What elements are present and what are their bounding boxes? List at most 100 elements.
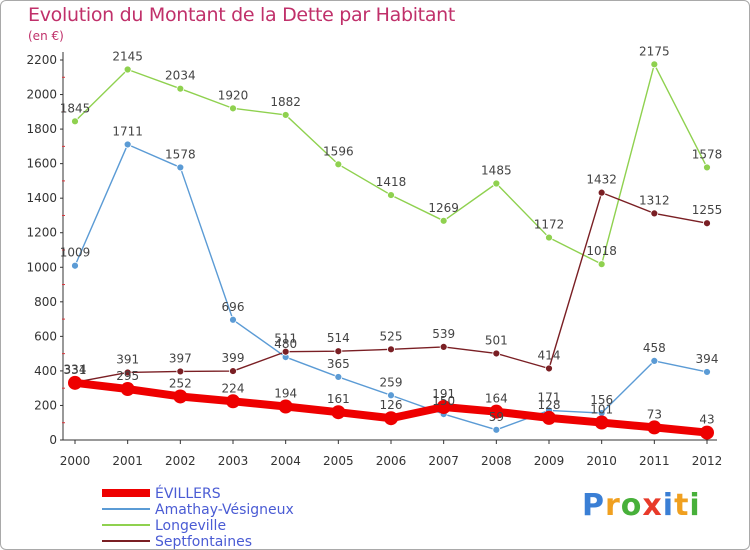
data-point <box>439 342 448 351</box>
data-label: 171 <box>538 390 561 404</box>
data-point <box>703 368 711 376</box>
data-point <box>545 233 553 242</box>
data-label: 1009 <box>60 246 91 260</box>
logo-letter: i <box>689 488 701 523</box>
y-tick-label: 600 <box>34 329 57 343</box>
data-point <box>120 382 135 397</box>
data-label: 1578 <box>165 147 196 161</box>
data-label: 501 <box>485 333 508 347</box>
data-label: 128 <box>538 398 561 412</box>
data-point <box>492 179 501 188</box>
data-point <box>334 347 343 356</box>
data-label: 1018 <box>586 244 617 258</box>
data-label: 1269 <box>428 201 459 215</box>
data-label: 259 <box>380 375 403 389</box>
data-label: 399 <box>222 351 245 365</box>
y-tick-label: 1800 <box>26 122 57 136</box>
data-label: 1578 <box>692 147 723 161</box>
data-label: 101 <box>590 403 613 417</box>
logo-letter: i <box>662 488 675 523</box>
y-tick-label: 800 <box>34 295 57 309</box>
data-label: 126 <box>380 398 403 412</box>
x-tick-label: 2009 <box>534 454 565 468</box>
data-point <box>542 410 556 425</box>
data-point <box>71 117 79 126</box>
data-point <box>384 411 398 426</box>
data-point <box>703 163 711 172</box>
data-label: 2175 <box>639 44 670 58</box>
logo-letter: r <box>605 488 621 523</box>
data-label: 194 <box>274 386 297 400</box>
data-label: 1418 <box>376 175 407 189</box>
y-tick-label: 1400 <box>26 191 57 205</box>
data-point <box>123 140 132 149</box>
data-point <box>176 163 185 172</box>
data-point <box>545 364 553 373</box>
x-tick-label: 2003 <box>218 454 249 468</box>
data-point <box>703 219 711 228</box>
data-point <box>597 188 606 197</box>
data-label: 295 <box>116 369 139 383</box>
data-label: 1432 <box>586 173 617 187</box>
data-label: 1882 <box>270 95 301 109</box>
data-point <box>229 367 237 375</box>
data-point <box>439 216 448 225</box>
legend-label: Longeville <box>155 518 226 534</box>
data-point <box>387 191 395 199</box>
data-label: 73 <box>647 407 662 421</box>
data-label: 1172 <box>534 218 565 232</box>
data-label: 43 <box>699 413 714 427</box>
data-point <box>281 347 290 356</box>
y-tick-label: 0 <box>49 433 57 447</box>
legend-label: Septfontaines <box>155 534 252 550</box>
y-tick-label: 1200 <box>26 226 57 240</box>
data-labels: 1009 1711 1578 696 480 365 259 150 59 171 156 458 39… <box>60 44 723 426</box>
data-label: 331 <box>64 363 87 377</box>
x-tick-label: 2012 <box>692 454 723 468</box>
data-point <box>229 315 237 324</box>
data-label: 394 <box>696 352 719 366</box>
data-point <box>650 356 659 365</box>
legend: ÉVILLERSAmathay-VésigneuxLongevilleSeptf… <box>102 485 294 550</box>
data-label: 539 <box>432 327 455 341</box>
y-tick-label: 200 <box>34 398 57 412</box>
data-label: 2034 <box>165 69 196 83</box>
x-tick-label: 2006 <box>376 454 407 468</box>
x-tick-label: 2001 <box>112 454 143 468</box>
data-point <box>492 425 501 434</box>
data-point <box>387 345 395 354</box>
data-point <box>489 404 504 419</box>
data-label: 161 <box>327 392 350 406</box>
data-point <box>71 261 79 270</box>
x-tick-label: 2004 <box>270 454 301 468</box>
data-point <box>173 389 188 404</box>
logo-letter: o <box>620 488 643 523</box>
data-label: 1711 <box>112 124 143 138</box>
data-point <box>229 104 237 113</box>
data-label: 480 <box>274 337 297 351</box>
data-label: 696 <box>222 300 245 314</box>
data-label: 525 <box>380 329 403 343</box>
series-lines <box>68 60 714 440</box>
data-point <box>281 111 290 119</box>
data-point <box>334 160 343 169</box>
data-label: 1596 <box>323 144 354 158</box>
data-label: 156 <box>590 393 613 407</box>
data-point <box>123 65 132 74</box>
data-label: 458 <box>643 341 666 355</box>
x-tick-label: 2000 <box>60 454 91 468</box>
data-point <box>68 375 82 390</box>
data-point <box>278 399 293 414</box>
data-label: 414 <box>538 348 561 362</box>
data-label: 59 <box>489 410 504 424</box>
data-label: 1255 <box>692 203 723 217</box>
x-tick-label: 2008 <box>481 454 512 468</box>
data-label: 2145 <box>112 50 143 64</box>
data-label: 164 <box>485 392 508 406</box>
data-point <box>226 394 240 409</box>
axes: 0 200 400 600 800 1000 1200 1400 1600 1800 2000 220… <box>26 52 722 468</box>
logo-letter: x <box>642 488 663 523</box>
data-point <box>334 373 343 381</box>
